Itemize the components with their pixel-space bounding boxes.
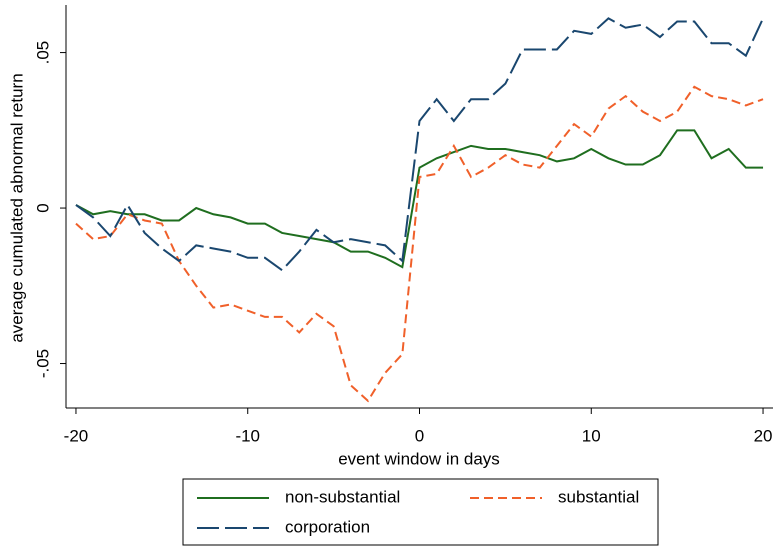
- y-tick-label: .05: [33, 41, 52, 65]
- legend-box: [182, 478, 659, 546]
- x-tick-label: -20: [64, 426, 89, 445]
- legend-label: corporation: [285, 517, 370, 536]
- x-axis-title: event window in days: [338, 449, 500, 468]
- x-tick-label: 20: [754, 426, 773, 445]
- x-tick-label: 0: [415, 426, 424, 445]
- series-line: [75, 17, 764, 272]
- y-tick-label: 0: [33, 203, 52, 212]
- x-tick-label: -10: [235, 426, 260, 445]
- y-tick-label: -.05: [33, 349, 52, 378]
- legend-label: non-substantial: [285, 487, 400, 506]
- y-axis-title: average cumulated abnormal return: [7, 73, 26, 342]
- series-line: [75, 85, 764, 403]
- legend-label: substantial: [558, 487, 639, 506]
- x-tick-label: 10: [582, 426, 601, 445]
- series-line: [75, 129, 764, 269]
